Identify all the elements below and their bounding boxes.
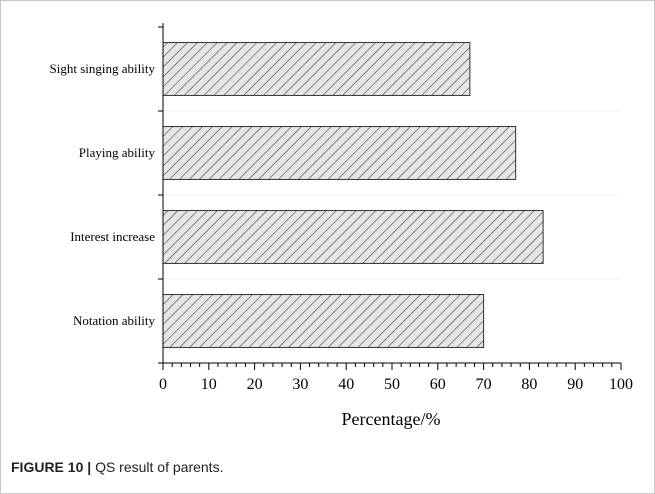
x-tick-label: 0 — [159, 376, 167, 393]
x-tick-label: 40 — [338, 376, 354, 393]
y-tick-label: Sight singing ability — [50, 61, 156, 76]
bar-playing-ability — [162, 126, 517, 180]
caption-label: FIGURE 10 | — [11, 459, 92, 475]
caption-text: QS result of parents. — [95, 459, 224, 475]
bar-interest-increase — [162, 210, 544, 264]
x-tick-label: 100 — [609, 376, 633, 393]
x-tick-label: 70 — [476, 376, 492, 393]
bar-chart: Sight singing ability Playing ability Inte… — [50, 23, 633, 429]
x-tick-label: 10 — [201, 376, 217, 393]
axis-layer: Sight singing ability Playing ability Inte… — [50, 23, 633, 393]
y-tick-label: Notation ability — [73, 313, 155, 328]
x-tick-label: 60 — [430, 376, 446, 393]
x-tick-label: 50 — [384, 376, 400, 393]
x-tick-label: 20 — [247, 376, 263, 393]
x-axis-title: Percentage/% — [342, 409, 441, 429]
x-tick-label: 90 — [567, 376, 583, 393]
x-tick-label: 30 — [292, 376, 308, 393]
bar-sight-singing-ability — [162, 42, 471, 96]
bars-layer — [162, 42, 621, 348]
y-tick-label: Playing ability — [79, 145, 156, 160]
x-tick-label: 80 — [521, 376, 537, 393]
y-tick-label: Interest increase — [70, 229, 155, 244]
figure-caption: FIGURE 10 | QS result of parents. — [11, 459, 223, 475]
bar-notation-ability — [162, 294, 485, 348]
